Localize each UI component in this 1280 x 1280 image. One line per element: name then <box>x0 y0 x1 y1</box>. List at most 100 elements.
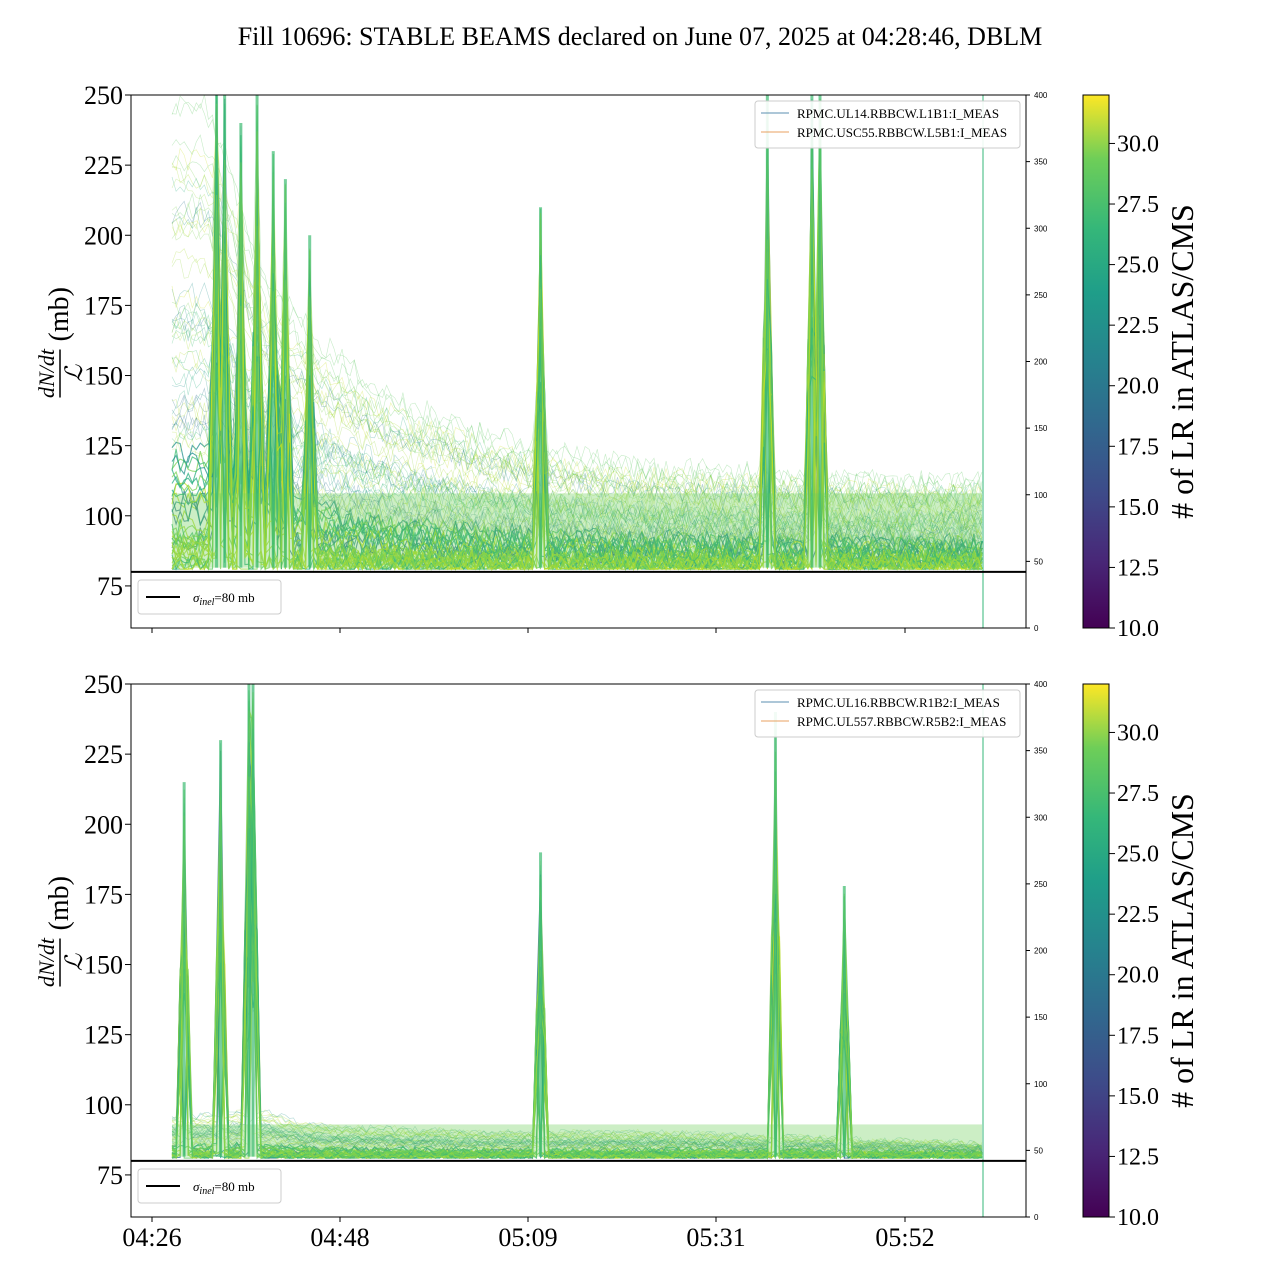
colorbar: 10.0 12.5 15.0 17.5 20.0 22.5 25.0 27.5 30.0 # of… <box>1082 94 1200 642</box>
y2-tick-label: 250 <box>1034 880 1048 889</box>
y2-tick-label: 200 <box>1034 358 1048 367</box>
y2-tick-label: 300 <box>1034 224 1048 233</box>
trace-line <box>171 759 983 1160</box>
trace-line <box>171 176 983 509</box>
trace-line <box>171 95 983 494</box>
colorbar-gradient <box>1082 683 1110 1218</box>
y-tick-label: 225 <box>84 151 123 180</box>
legend-box <box>754 689 1021 738</box>
x-tick-label: 05:09 <box>498 1223 557 1252</box>
trace-line <box>171 101 983 496</box>
colorbar-tick-label: 22.5 <box>1117 902 1159 928</box>
y-tick-label: 225 <box>84 740 123 769</box>
legend-box <box>754 100 1021 149</box>
colorbar-tick-label: 12.5 <box>1117 555 1159 581</box>
y2-tick-label: 150 <box>1034 1013 1048 1022</box>
legend-entry: RPMC.USC55.RBBCW.L5B1:I_MEAS <box>797 125 1007 140</box>
data-traces <box>171 95 983 572</box>
y2-tick-label: 350 <box>1034 747 1048 756</box>
y2-tick-label: 400 <box>1034 91 1048 100</box>
dense-band <box>172 493 982 568</box>
colorbar-tick-label: 27.5 <box>1117 192 1159 218</box>
y-tick-label: 200 <box>84 221 123 250</box>
trace-line <box>171 178 983 509</box>
y2-tick-label: 350 <box>1034 158 1048 167</box>
colorbar-tick-label: 17.5 <box>1117 434 1159 460</box>
trace-line <box>171 741 983 1154</box>
legend-entry: RPMC.UL557.RBBCW.R5B2:I_MEAS <box>797 714 1006 729</box>
trace-line <box>171 799 983 1152</box>
y2-tick-label: 250 <box>1034 291 1048 300</box>
sigma-legend-box <box>137 579 282 615</box>
trace-line <box>171 764 983 1155</box>
series-legend: RPMC.UL14.RBBCW.L1B1:I_MEAS RPMC.USC55.RB… <box>754 100 1021 149</box>
y-tick-label: 150 <box>84 951 123 980</box>
trace-line <box>171 728 983 1155</box>
y-tick-label: 250 <box>84 81 123 110</box>
y2-tick-label: 0 <box>1034 1213 1039 1222</box>
sigma-legend-label: σinel=80 mb <box>193 590 255 608</box>
trace-line <box>171 99 983 502</box>
y-tick-label: 125 <box>84 432 123 461</box>
y2-tick-label: 200 <box>1034 947 1048 956</box>
y-tick-label: 125 <box>84 1021 123 1050</box>
figure-title: Fill 10696: STABLE BEAMS declared on Jun… <box>238 22 1043 51</box>
colorbar: 10.0 12.5 15.0 17.5 20.0 22.5 25.0 27.5 30.0 # of… <box>1082 683 1200 1231</box>
x-tick-label: 05:52 <box>875 1223 934 1252</box>
y-label-unit: (mb) <box>44 876 75 930</box>
x-tick-label: 05:31 <box>686 1223 745 1252</box>
trace-line <box>171 110 983 543</box>
trace-line <box>171 702 983 1157</box>
colorbar-tick-label: 25.0 <box>1117 253 1159 279</box>
y2-tick-label: 100 <box>1034 1080 1048 1089</box>
trace-line <box>171 137 983 503</box>
sigma-legend: σinel=80 mb <box>137 579 282 615</box>
y-tick-label: 175 <box>84 291 123 320</box>
y-label-numerator: dN/dt <box>34 348 59 398</box>
y-label-numerator: dN/dt <box>34 937 59 987</box>
y2-tick-label: 0 <box>1034 624 1039 633</box>
series-legend: RPMC.UL16.RBBCW.R1B2:I_MEAS RPMC.UL557.RB… <box>754 689 1021 738</box>
y2-tick-label: 300 <box>1034 813 1048 822</box>
y2-tick-label: 400 <box>1034 680 1048 689</box>
sigma-legend-label: σinel=80 mb <box>193 1179 255 1197</box>
colorbar-tick-label: 30.0 <box>1117 720 1159 746</box>
x-tick-label: 04:48 <box>310 1223 369 1252</box>
sigma-legend: σinel=80 mb <box>137 1168 282 1204</box>
legend-entry: RPMC.UL14.RBBCW.L1B1:I_MEAS <box>797 106 999 121</box>
y-axis-label: dN/dt ℒ (mb) <box>34 876 88 987</box>
y-axis-label: dN/dt ℒ (mb) <box>34 287 88 398</box>
data-traces <box>171 684 983 1160</box>
colorbar-tick-label: 20.0 <box>1117 963 1159 989</box>
y2-tick-label: 50 <box>1034 557 1043 566</box>
y-label-unit: (mb) <box>44 287 75 341</box>
colorbar-tick-label: 15.0 <box>1117 495 1159 521</box>
colorbar-tick-label: 12.5 <box>1117 1144 1159 1170</box>
trace-line <box>171 897 983 1150</box>
trace-line <box>171 131 983 571</box>
y2-tick-label: 150 <box>1034 424 1048 433</box>
colorbar-tick-label: 17.5 <box>1117 1023 1159 1049</box>
y-tick-label: 150 <box>84 362 123 391</box>
trace-line <box>171 814 983 1153</box>
trace-line <box>171 103 983 565</box>
colorbar-gradient <box>1082 94 1110 629</box>
trace-line <box>171 155 983 504</box>
trace-line <box>171 889 983 1152</box>
y-tick-label: 250 <box>84 670 123 699</box>
y-tick-label: 175 <box>84 880 123 909</box>
y-label-denominator: ℒ <box>62 953 88 971</box>
colorbar-label: # of LR in ATLAS/CMS <box>1164 204 1200 519</box>
colorbar-tick-label: 30.0 <box>1117 131 1159 157</box>
colorbar-label: # of LR in ATLAS/CMS <box>1164 793 1200 1108</box>
colorbar-tick-label: 22.5 <box>1117 313 1159 339</box>
y-tick-label: 200 <box>84 810 123 839</box>
trace-line <box>171 776 983 1160</box>
plot-area <box>131 684 1026 1217</box>
panel-bottom: 75 100 125 150 175 200 225 250 0 50 100 150 200 250 30… <box>34 670 1200 1252</box>
y-label-denominator: ℒ <box>62 364 88 382</box>
colorbar-tick-label: 27.5 <box>1117 781 1159 807</box>
colorbar-tick-label: 15.0 <box>1117 1084 1159 1110</box>
x-tick-label: 04:26 <box>122 1223 181 1252</box>
trace-line <box>171 143 983 508</box>
